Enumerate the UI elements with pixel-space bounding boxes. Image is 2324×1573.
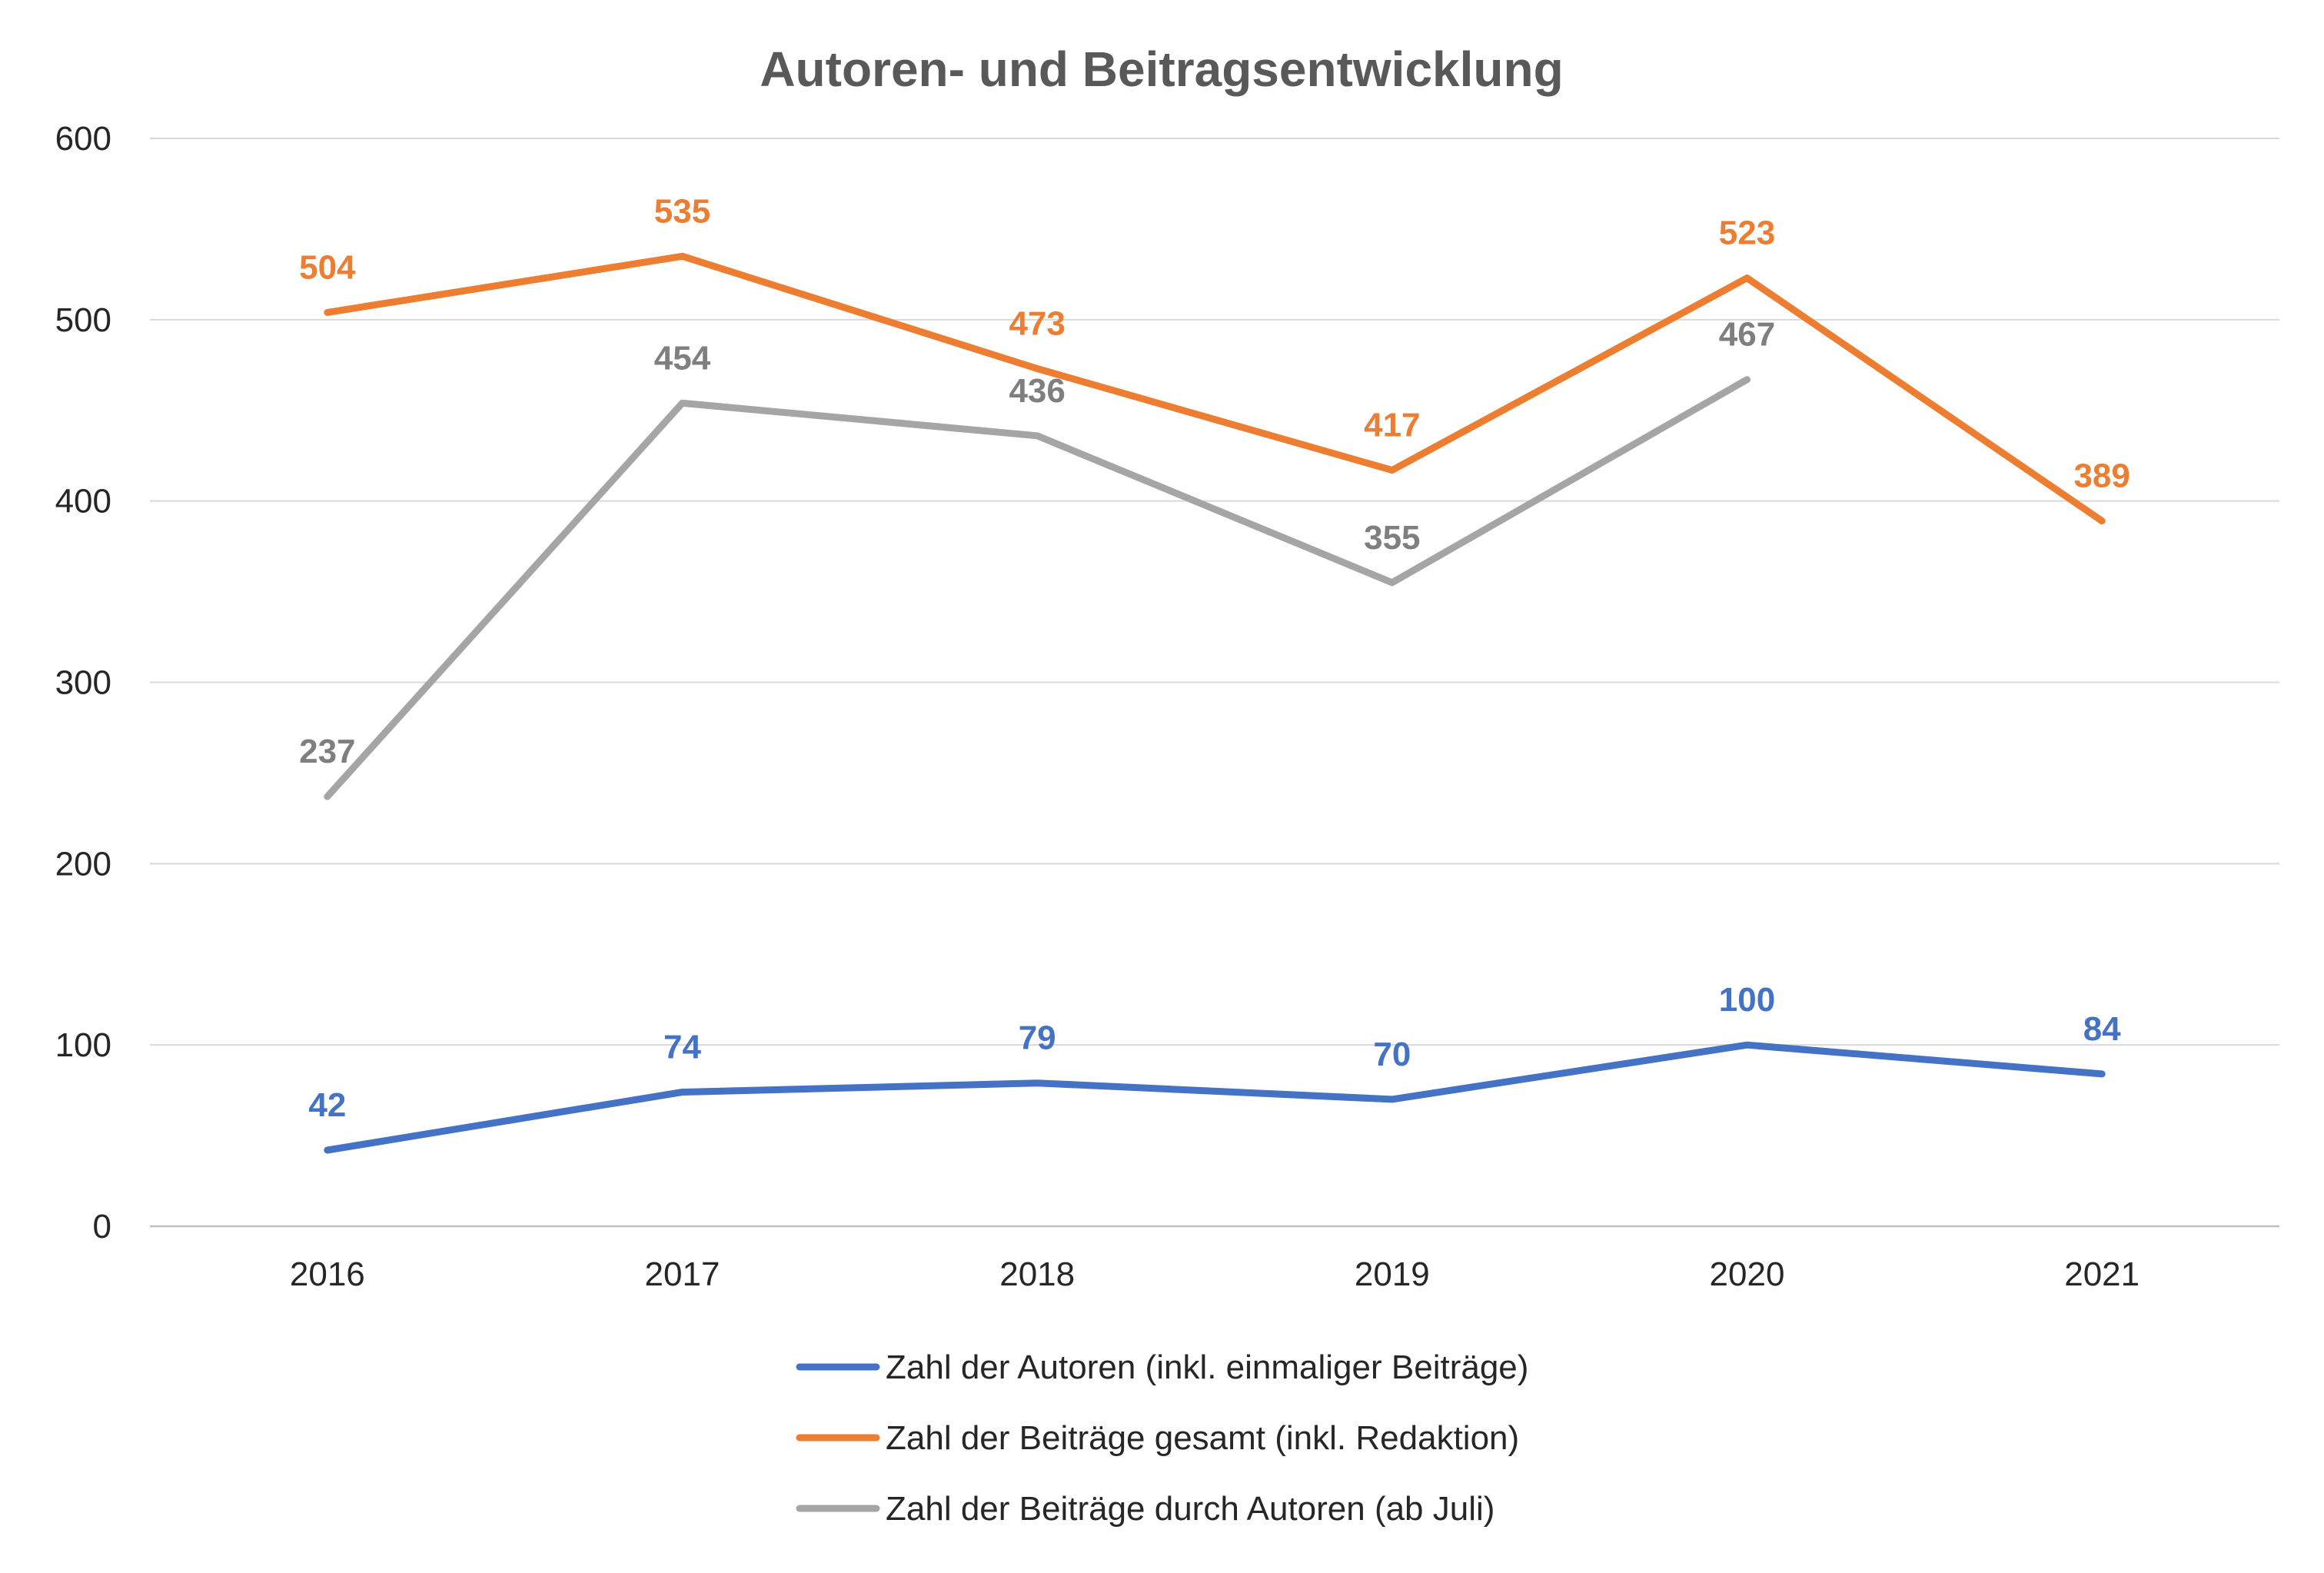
y-tick-label: 200	[55, 845, 111, 883]
x-tick-label: 2016	[290, 1255, 365, 1293]
data-label: 523	[1719, 214, 1775, 252]
y-tick-label: 500	[55, 301, 111, 339]
data-label: 74	[663, 1028, 701, 1066]
data-label: 436	[1009, 372, 1065, 410]
y-tick-label: 0	[93, 1208, 111, 1245]
x-tick-label: 2019	[1355, 1255, 1430, 1293]
data-label: 237	[299, 733, 355, 770]
legend-label: Zahl der Beiträge durch Autoren (ab Juli…	[886, 1490, 1494, 1528]
data-labels: 42 74 79 70 100 84 504 535 473 417 523 389 237 454 436…	[299, 192, 2130, 1124]
y-tick-label: 600	[55, 120, 111, 158]
series-line	[324, 252, 2106, 525]
data-label: 535	[654, 192, 710, 230]
legend-label: Zahl der Autoren (inkl. einmaliger Beitr…	[886, 1349, 1528, 1386]
data-label: 355	[1364, 519, 1420, 557]
data-label: 84	[2083, 1010, 2121, 1048]
y-tick-label: 100	[55, 1026, 111, 1064]
y-axis-ticks: 0 100 200 300 400 500 600	[55, 120, 111, 1245]
data-label: 417	[1364, 407, 1420, 444]
y-tick-label: 300	[55, 664, 111, 702]
legend: Zahl der Autoren (inkl. einmaliger Beitr…	[796, 1349, 1528, 1528]
legend-label: Zahl der Beiträge gesamt (inkl. Redaktio…	[886, 1419, 1519, 1457]
x-axis-ticks: 2016 2017 2018 2019 2020 2021	[290, 1255, 2139, 1293]
series-lines	[324, 252, 2106, 1154]
x-tick-label: 2017	[645, 1255, 720, 1293]
x-tick-label: 2018	[999, 1255, 1075, 1293]
chart-title: Autoren- und Beitragsentwicklung	[760, 42, 1563, 97]
data-label: 504	[299, 248, 356, 286]
series-line	[324, 376, 1750, 800]
series-line	[324, 1041, 2106, 1154]
data-label: 100	[1719, 981, 1775, 1019]
x-tick-label: 2021	[2064, 1255, 2139, 1293]
data-label: 79	[1019, 1019, 1056, 1057]
data-label: 42	[308, 1086, 346, 1124]
data-label: 454	[654, 339, 711, 377]
data-label: 70	[1373, 1036, 1411, 1073]
y-tick-label: 400	[55, 483, 111, 520]
x-tick-label: 2020	[1710, 1255, 1785, 1293]
data-label: 473	[1009, 305, 1065, 343]
data-label: 467	[1719, 316, 1775, 354]
gridlines	[150, 138, 2279, 1228]
data-label: 389	[2073, 457, 2130, 495]
